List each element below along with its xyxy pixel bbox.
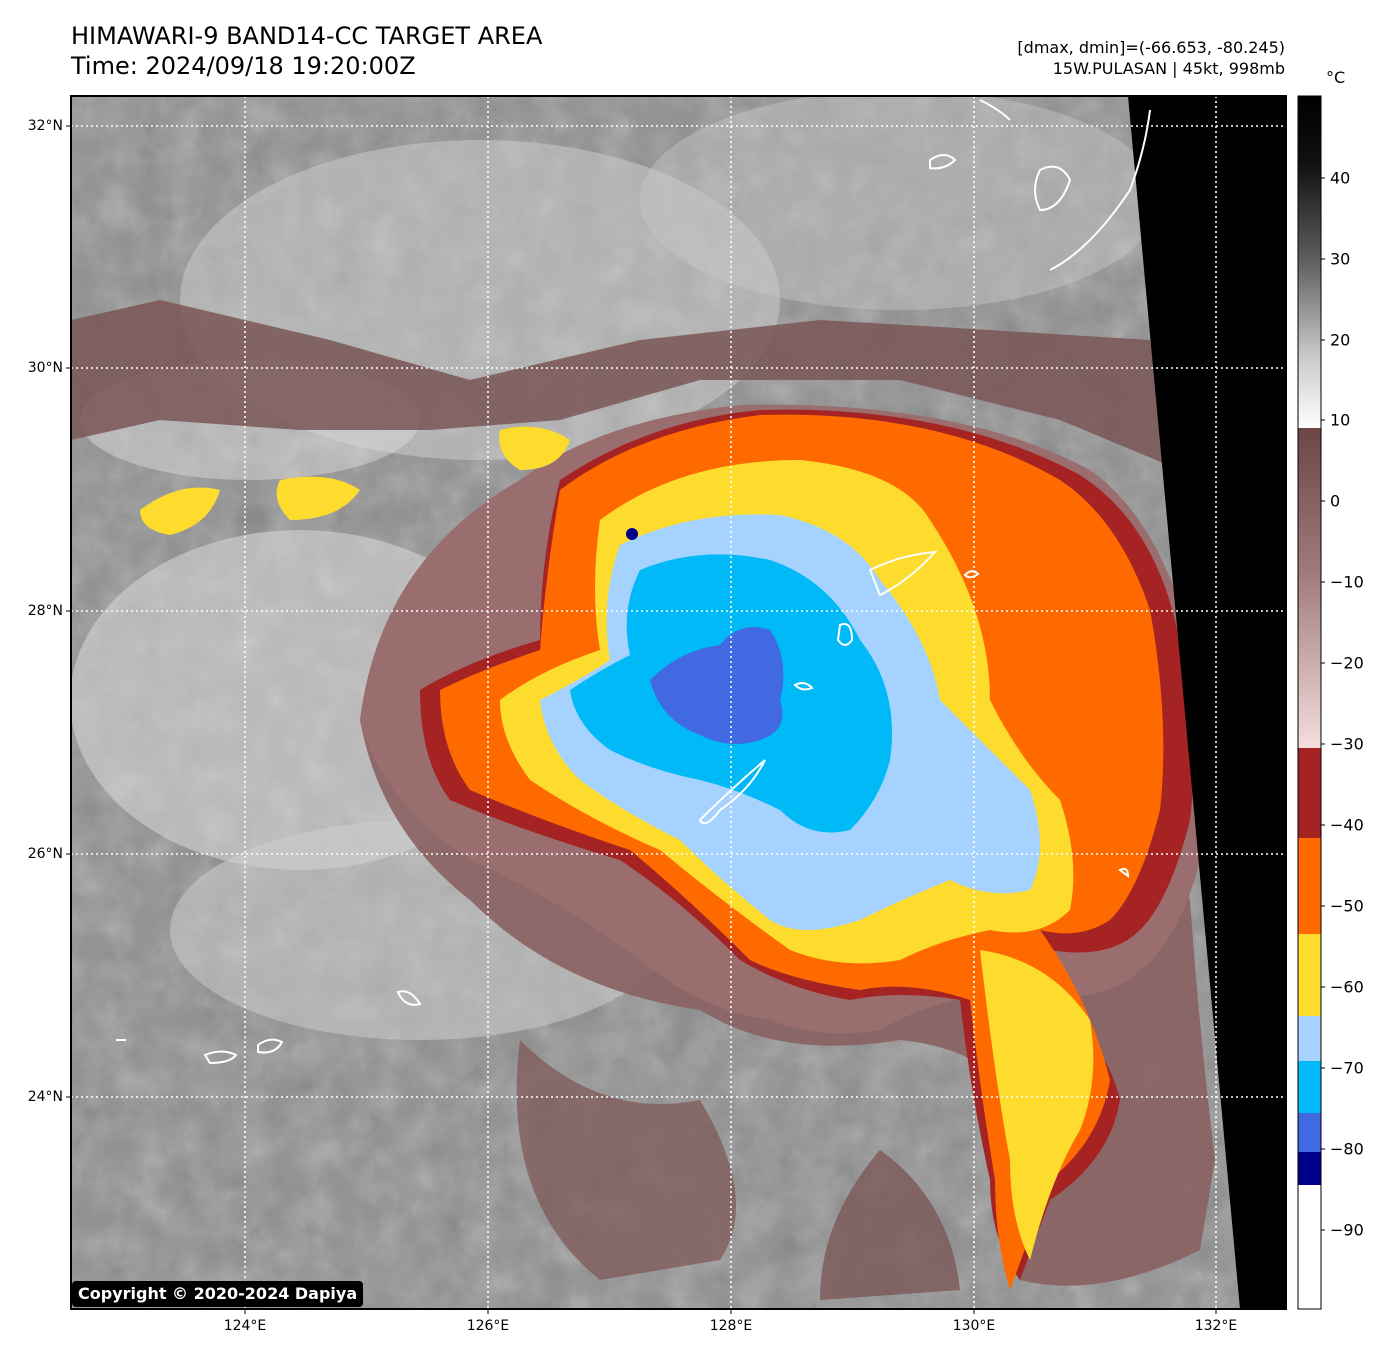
coastlines: [116, 99, 1151, 1065]
colorbar-tick: −10: [1330, 572, 1364, 592]
map-time: Time: 2024/09/18 19:20:00Z: [71, 52, 416, 80]
lat-label-32n: 32°N: [27, 118, 63, 134]
lon-label-126e: 126°E: [466, 1318, 510, 1334]
colorbar-tick: −20: [1330, 653, 1364, 673]
lon-label-132e: 132°E: [1194, 1318, 1238, 1334]
lat-label-30n: 30°N: [27, 360, 63, 376]
space-region: [1128, 96, 1286, 1309]
colorbar-tick: 30: [1330, 249, 1351, 269]
lat-label-24n: 24°N: [27, 1089, 63, 1105]
colorbar-tick: −90: [1330, 1220, 1364, 1240]
cloud-band-north: [71, 300, 1180, 470]
colorbar-tick: 40: [1330, 168, 1351, 188]
lon-label-124e: 124°E: [223, 1318, 267, 1334]
colorbar-unit: °C: [1326, 68, 1346, 87]
map-title: HIMAWARI-9 BAND14-CC TARGET AREA: [71, 22, 543, 50]
colorbar-tick: −50: [1330, 896, 1364, 916]
colorbar: [1297, 95, 1325, 1310]
lon-label-130e: 130°E: [952, 1318, 996, 1334]
imagery-layer: [71, 96, 1286, 1309]
lat-label-28n: 28°N: [27, 603, 63, 619]
colorbar-tick: 0: [1330, 491, 1341, 511]
colorbar-tick: −70: [1330, 1058, 1364, 1078]
lat-label-26n: 26°N: [27, 846, 63, 862]
range-text: [dmax, dmin]=(-66.653, -80.245): [1017, 38, 1285, 57]
storm-text: 15W.PULASAN | 45kt, 998mb: [1052, 59, 1285, 78]
copyright-badge: Copyright © 2020-2024 Dapiya: [72, 1281, 364, 1307]
map-frame: [70, 95, 1287, 1310]
colorbar-tick: −30: [1330, 734, 1364, 754]
colorbar-tick: −80: [1330, 1139, 1364, 1159]
cloud-core: [650, 627, 784, 744]
axis-ticks: [66, 125, 1217, 1314]
colorbar-tick: 20: [1330, 330, 1351, 350]
coldest-spot: [626, 528, 638, 540]
colorbar-tick: 10: [1330, 410, 1351, 430]
lon-label-128e: 128°E: [709, 1318, 753, 1334]
colorbar-tick: −40: [1330, 815, 1364, 835]
colorbar-tick: −60: [1330, 977, 1364, 997]
graticule: [71, 96, 1286, 1309]
